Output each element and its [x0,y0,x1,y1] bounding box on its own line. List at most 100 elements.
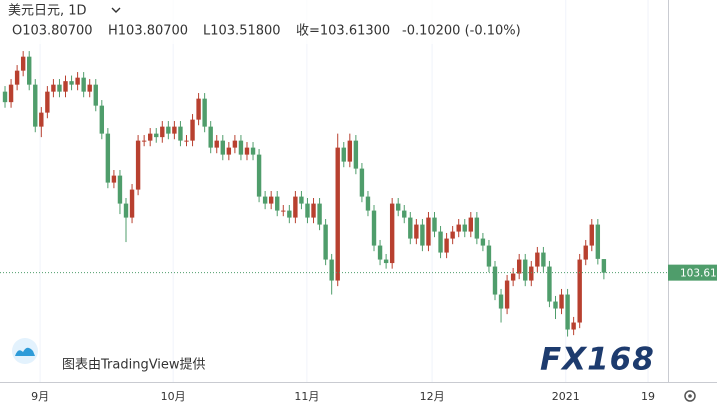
candle-body [45,91,50,113]
candle-body [402,210,407,218]
interval-chevron[interactable] [111,7,121,13]
candle-body [589,224,594,246]
fx168-logo: FX168 [540,342,655,378]
candle-body [33,84,38,127]
candle-body [468,217,473,232]
candle-body [335,147,340,281]
candle-body [516,259,522,274]
candle-body [365,196,371,211]
candle-body [504,280,510,309]
candle-body [51,84,56,92]
candle-body [178,126,183,141]
candle-body [232,140,238,148]
candle-body [160,126,165,138]
candle-body [577,259,582,323]
candle-body [553,301,558,309]
x-tick-label: 19 [641,390,655,403]
candle-body [93,84,98,106]
candle-body [432,217,437,232]
candle-body [383,259,389,264]
candle-body [202,98,207,127]
candle-body [262,196,268,204]
candle-body [250,147,256,155]
candle-body [208,126,213,148]
candle-body [281,210,286,212]
candle-body [172,126,177,134]
candle-body [311,203,316,218]
candle-body [154,133,159,138]
candle-body [414,224,419,239]
candle-body [184,140,189,142]
candle-body [8,84,14,103]
grid-layer [39,0,649,382]
candle-body [547,266,552,302]
candle-body [190,119,195,141]
candle-body [371,210,377,246]
ohlc-value: H103.80700 [108,24,188,39]
candle-body [510,273,516,281]
candle-body [396,203,401,211]
candle-body [214,140,219,148]
candle-body [480,238,486,246]
candle-body [166,126,171,134]
last-price-box [668,264,717,281]
candle-body [123,203,129,218]
x-tick-label: 11月 [294,390,319,403]
candle-body [474,217,480,239]
candle-body [256,154,262,197]
candle-body [571,322,576,330]
x-tick-label: 12月 [420,390,445,403]
candle-body [2,91,8,103]
candle-body [426,217,431,246]
candle-body [129,189,135,218]
candle-body [57,84,62,92]
candle-body [492,266,498,295]
candle-body [305,203,310,218]
candle-body [287,210,292,218]
x-tick-label: 10月 [161,390,186,403]
candle-body [226,147,232,155]
y-tick-label: 103.613 [680,268,717,280]
candle-body [353,140,359,169]
candle-body [39,112,44,127]
candle-body [523,259,528,281]
candle-body [87,84,92,92]
candle-body [535,252,540,267]
watermark: 图表由TradingView提供 [62,357,206,373]
candle-body [299,196,304,204]
candle-body [347,140,353,162]
settings-icon-center[interactable] [688,394,692,398]
candle-body [117,175,123,204]
candle-body [565,294,570,330]
candle-body [141,140,147,142]
candle-body [275,196,280,211]
candle-body [359,168,365,197]
candle-body [541,252,546,267]
x-tick-label: 2021 [552,390,580,403]
candle-body [293,196,298,218]
candle-body [498,294,504,309]
ohlc-value: 收=103.61300 [296,24,390,39]
chart-title[interactable]: 美元日元, 1D [8,4,87,19]
candle-body [450,231,455,239]
candle-body [317,203,322,225]
candle-body [420,224,425,246]
candle-body [444,238,449,253]
candle-body [408,217,413,239]
ohlc-value: O103.80700 [12,24,93,39]
x-tick-label: 9月 [31,390,49,403]
candles-layer [2,51,607,337]
header-backdrop [0,0,560,44]
tv-logo-cloud [15,347,35,356]
candle-body [27,56,32,85]
candle-body [135,140,141,190]
settings-icon[interactable] [684,390,696,402]
candle-body [81,77,86,92]
candle-body [99,105,105,134]
candle-body [462,224,467,232]
candle-body [238,140,244,155]
candle-body [220,140,225,155]
candle-body [486,245,492,267]
candle-body [323,224,328,260]
